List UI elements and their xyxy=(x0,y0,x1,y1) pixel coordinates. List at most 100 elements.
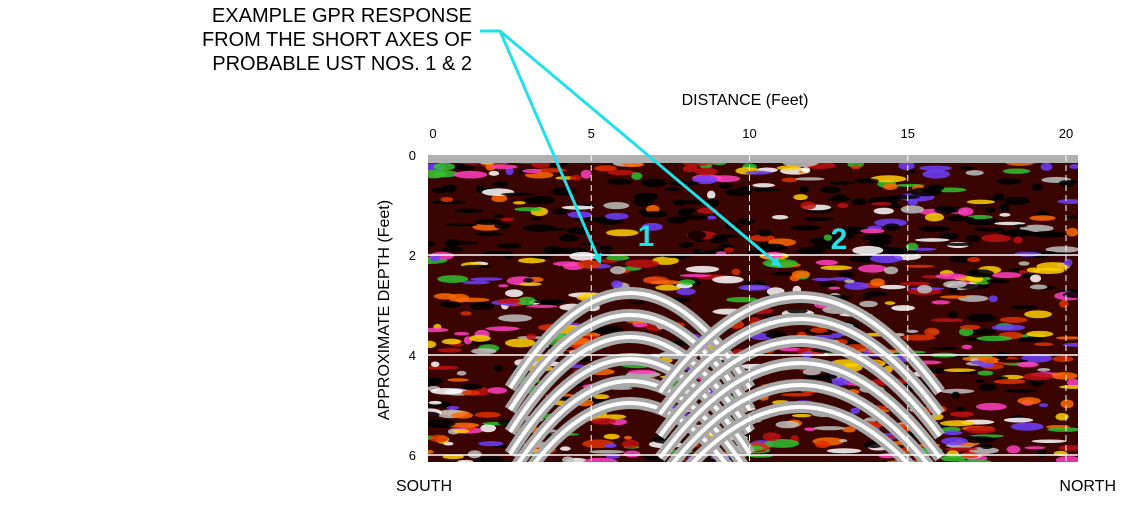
texture xyxy=(440,301,462,308)
marker-label: 1 xyxy=(638,220,655,253)
texture xyxy=(940,388,975,394)
texture xyxy=(940,455,966,462)
texture xyxy=(924,213,945,222)
texture xyxy=(791,270,811,279)
texture xyxy=(1059,299,1069,308)
texture xyxy=(719,182,733,189)
texture xyxy=(456,370,467,376)
texture xyxy=(622,439,639,449)
texture xyxy=(971,360,984,365)
texture xyxy=(606,178,633,185)
texture xyxy=(746,188,782,192)
texture xyxy=(469,334,491,342)
texture xyxy=(593,326,624,335)
texture xyxy=(991,272,1022,279)
texture xyxy=(951,391,960,399)
texture xyxy=(460,383,483,391)
texture xyxy=(907,199,918,206)
texture xyxy=(640,178,667,188)
texture xyxy=(874,218,907,227)
texture xyxy=(905,264,935,268)
texture xyxy=(939,295,968,299)
texture xyxy=(828,286,841,290)
texture xyxy=(960,436,997,443)
texture xyxy=(820,265,853,271)
texture xyxy=(491,194,508,203)
texture xyxy=(1062,291,1078,299)
texture xyxy=(604,443,617,448)
texture xyxy=(883,266,899,275)
texture xyxy=(919,165,952,171)
texture xyxy=(453,429,470,434)
texture xyxy=(1024,310,1052,319)
texture xyxy=(682,165,699,173)
texture xyxy=(939,232,960,240)
texture xyxy=(749,234,776,242)
texture xyxy=(973,227,1006,232)
x-tick-label: 15 xyxy=(901,126,915,141)
texture xyxy=(543,245,563,255)
texture xyxy=(673,199,687,206)
texture xyxy=(930,318,964,323)
texture xyxy=(454,331,470,336)
texture xyxy=(498,284,509,288)
texture xyxy=(625,259,659,268)
texture xyxy=(842,426,856,433)
texture xyxy=(738,284,771,291)
texture xyxy=(447,378,469,382)
texture xyxy=(583,457,618,462)
texture xyxy=(622,161,645,168)
texture xyxy=(630,300,646,305)
texture xyxy=(445,223,478,227)
texture xyxy=(812,277,834,281)
hyperbola xyxy=(658,295,942,394)
texture xyxy=(757,229,772,237)
annotation-line: PROBABLE UST NOS. 1 & 2 xyxy=(212,53,472,75)
texture xyxy=(802,368,821,376)
texture xyxy=(501,192,535,196)
texture xyxy=(1029,215,1056,221)
texture xyxy=(428,411,440,418)
texture xyxy=(813,374,838,380)
texture xyxy=(692,175,718,185)
texture xyxy=(428,449,434,454)
texture xyxy=(837,202,849,209)
texture xyxy=(924,327,940,337)
texture xyxy=(488,170,500,176)
y-tick-label: 6 xyxy=(409,448,416,463)
texture xyxy=(891,305,915,311)
texture xyxy=(1047,427,1078,432)
texture xyxy=(1002,389,1038,393)
texture xyxy=(447,422,480,428)
texture xyxy=(650,280,683,285)
texture xyxy=(764,439,800,448)
texture xyxy=(957,207,974,216)
texture xyxy=(485,326,520,331)
surface-band xyxy=(428,155,1078,163)
texture xyxy=(489,164,518,170)
texture xyxy=(943,368,976,373)
texture xyxy=(594,165,617,172)
hyperbola xyxy=(658,339,942,438)
texture xyxy=(959,165,974,171)
texture xyxy=(781,177,798,183)
x-tick-label: 20 xyxy=(1059,126,1073,141)
texture xyxy=(706,215,717,220)
texture xyxy=(935,273,967,280)
texture xyxy=(900,281,931,286)
texture xyxy=(771,271,794,276)
texture xyxy=(706,190,716,200)
texture xyxy=(558,234,579,243)
texture xyxy=(844,281,869,290)
texture xyxy=(958,459,992,462)
texture xyxy=(826,448,862,454)
texture xyxy=(505,167,514,176)
texture xyxy=(599,245,614,251)
texture xyxy=(993,193,1005,201)
texture xyxy=(1066,227,1078,237)
texture xyxy=(1045,246,1078,253)
texture xyxy=(850,165,862,170)
texture xyxy=(762,258,798,268)
texture xyxy=(475,232,504,237)
texture xyxy=(823,234,833,241)
